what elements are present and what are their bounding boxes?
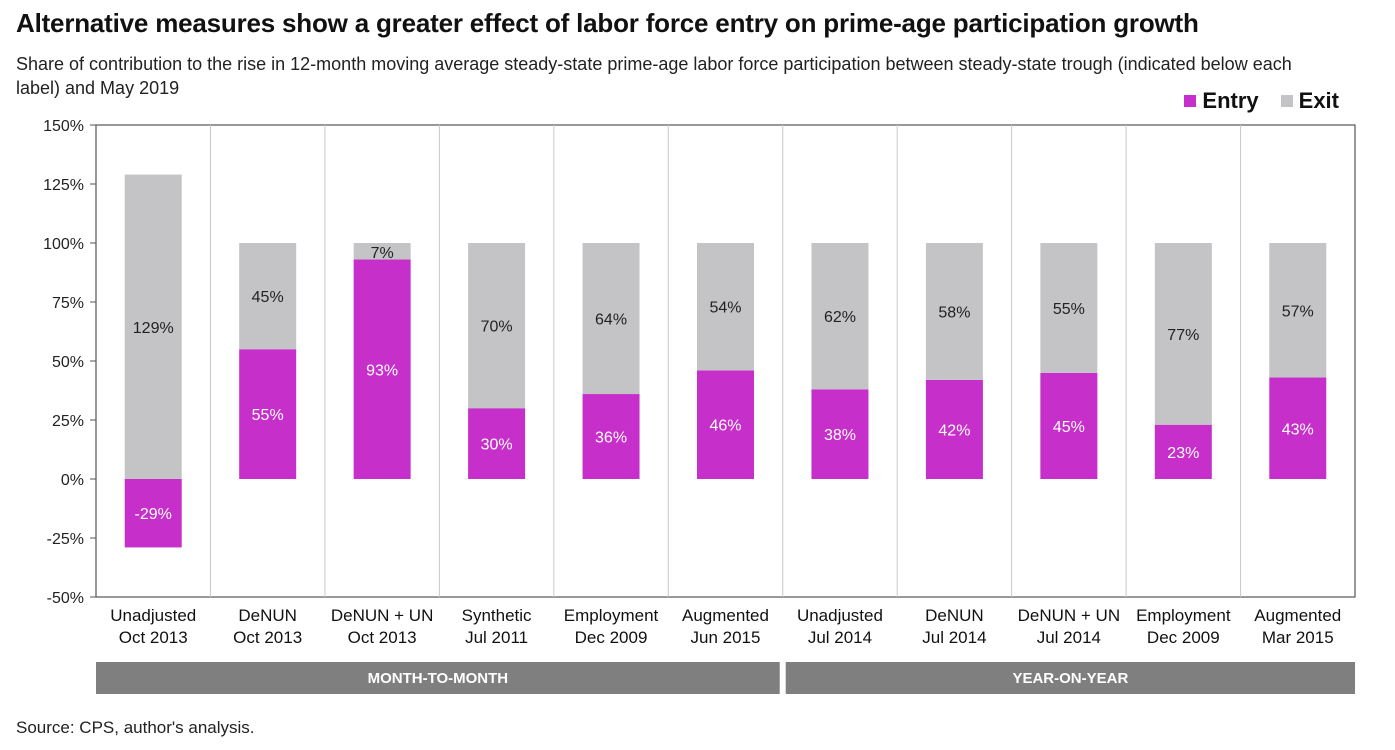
exit-data-label: 129% xyxy=(133,320,174,337)
x-trough-label: Jun 2015 xyxy=(691,628,761,647)
exit-bar xyxy=(124,174,182,479)
x-trough-label: Dec 2009 xyxy=(1147,628,1220,647)
x-category-label: DeNUN xyxy=(925,606,984,625)
entry-data-label: 38% xyxy=(824,427,856,444)
y-tick-label: 150% xyxy=(43,118,84,135)
legend-exit-label: Exit xyxy=(1298,88,1339,113)
legend-entry-swatch xyxy=(1184,95,1197,107)
entry-data-label: -29% xyxy=(135,506,172,523)
entry-bar xyxy=(239,349,297,479)
entry-bar xyxy=(925,379,983,479)
y-tick-label: 100% xyxy=(43,236,84,253)
legend-exit: Exit xyxy=(1280,88,1339,114)
x-category-label: Employment xyxy=(564,606,659,625)
y-tick-label: 0% xyxy=(61,472,84,489)
chart-subtitle: Share of contribution to the rise in 12-… xyxy=(16,54,1292,98)
legend-entry: Entry xyxy=(1184,88,1259,114)
exit-data-label: 45% xyxy=(252,289,284,306)
legend-exit-swatch xyxy=(1280,95,1293,107)
exit-data-label: 64% xyxy=(595,312,627,329)
exit-data-label: 62% xyxy=(824,309,856,326)
x-category-label: Augmented xyxy=(682,606,769,625)
exit-bar xyxy=(1154,243,1212,425)
exit-bar xyxy=(1269,243,1327,378)
exit-bar xyxy=(582,243,640,395)
exit-bar xyxy=(468,243,526,409)
exit-data-label: 70% xyxy=(481,319,513,336)
entry-data-label: 23% xyxy=(1167,445,1199,462)
exit-data-label: 55% xyxy=(1053,301,1085,318)
entry-bar xyxy=(1154,424,1212,479)
exit-bar xyxy=(811,243,869,390)
y-tick-label: 25% xyxy=(52,413,84,430)
x-trough-label: Dec 2009 xyxy=(575,628,648,647)
y-tick-label: 75% xyxy=(52,295,84,312)
x-trough-label: Mar 2015 xyxy=(1262,628,1334,647)
x-category-label: DeNUN + UN xyxy=(331,606,434,625)
exit-data-label: 58% xyxy=(938,304,970,321)
x-trough-label: Oct 2013 xyxy=(233,628,302,647)
exit-data-label: 77% xyxy=(1167,327,1199,344)
exit-bar xyxy=(697,243,754,371)
entry-data-label: 42% xyxy=(938,422,970,439)
exit-data-label: 57% xyxy=(1282,303,1314,320)
entry-bar xyxy=(1269,377,1327,479)
x-category-label: Unadjusted xyxy=(797,606,883,625)
x-category-label: Unadjusted xyxy=(110,606,196,625)
entry-data-label: 46% xyxy=(709,418,741,435)
exit-bar xyxy=(925,243,983,380)
legend-entry-label: Entry xyxy=(1202,88,1259,113)
group-band xyxy=(785,662,1355,694)
x-trough-label: Jul 2014 xyxy=(1037,628,1101,647)
y-tick-label: 125% xyxy=(43,177,84,194)
x-category-label: Employment xyxy=(1136,606,1231,625)
x-trough-label: Jul 2014 xyxy=(808,628,872,647)
x-category-label: DeNUN + UN xyxy=(1018,606,1121,625)
exit-bar xyxy=(353,243,411,260)
group-band xyxy=(96,662,780,694)
entry-data-label: 45% xyxy=(1053,419,1085,436)
x-trough-label: Jul 2011 xyxy=(465,628,528,647)
entry-bar xyxy=(811,389,869,479)
entry-data-label: 43% xyxy=(1282,421,1314,438)
chart-title: Alternative measures show a greater effe… xyxy=(16,8,1199,38)
legend: Entry Exit xyxy=(1184,88,1339,114)
y-tick-label: -25% xyxy=(47,531,84,548)
exit-bar xyxy=(239,243,297,350)
x-trough-label: Jul 2014 xyxy=(922,628,986,647)
entry-bar xyxy=(697,370,754,479)
x-trough-label: Oct 2013 xyxy=(119,628,188,647)
x-category-label: DeNUN xyxy=(238,606,297,625)
entry-bar xyxy=(1040,372,1098,479)
x-trough-label: Oct 2013 xyxy=(348,628,417,647)
entry-bar xyxy=(468,408,526,479)
x-category-label: Synthetic xyxy=(462,606,532,625)
entry-data-label: 93% xyxy=(366,362,398,379)
exit-bar xyxy=(1040,243,1098,373)
exit-data-label: 54% xyxy=(709,300,741,317)
y-tick-label: 50% xyxy=(52,354,84,371)
group-band-label: MONTH-TO-MONTH xyxy=(368,670,509,687)
x-category-label: Augmented xyxy=(1254,606,1341,625)
entry-bar xyxy=(124,479,182,548)
entry-bar xyxy=(582,394,640,479)
entry-data-label: 36% xyxy=(595,430,627,447)
group-band-label: YEAR-ON-YEAR xyxy=(1012,670,1128,687)
entry-data-label: 30% xyxy=(481,437,513,454)
exit-data-label: 7% xyxy=(371,245,394,262)
entry-data-label: 55% xyxy=(252,407,284,424)
source-note: Source: CPS, author's analysis. xyxy=(16,718,255,737)
y-tick-label: -50% xyxy=(47,590,84,607)
entry-bar xyxy=(353,259,411,479)
